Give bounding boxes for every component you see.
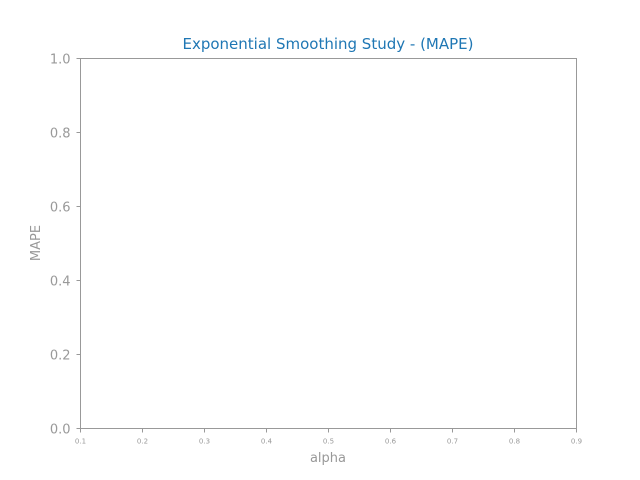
x-tick-label: 0.6 bbox=[385, 438, 397, 446]
x-tick-label: 0.4 bbox=[261, 438, 273, 446]
x-axis-label: alpha bbox=[310, 451, 346, 466]
x-axis: 0.1 0.2 0.3 0.4 0.5 0.6 0.7 0.8 0.9 bbox=[75, 428, 582, 446]
x-tick-label: 0.1 bbox=[75, 438, 86, 446]
y-axis-label: MAPE bbox=[29, 225, 44, 261]
x-tick-label: 0.5 bbox=[323, 438, 334, 446]
y-tick-label: 0.2 bbox=[50, 349, 71, 364]
x-tick-label: 0.3 bbox=[199, 438, 210, 446]
x-tick-label: 0.7 bbox=[447, 438, 458, 446]
y-tick-label: 1.0 bbox=[50, 53, 71, 68]
x-tick-label: 0.2 bbox=[137, 438, 148, 446]
y-tick-label: 0.6 bbox=[50, 201, 71, 216]
chart-title: Exponential Smoothing Study - (MAPE) bbox=[183, 35, 474, 53]
x-tick-label: 0.8 bbox=[509, 438, 520, 446]
y-tick-label: 0.8 bbox=[50, 127, 71, 142]
y-tick-label: 0.0 bbox=[50, 423, 71, 438]
y-tick-label: 0.4 bbox=[50, 275, 71, 290]
y-axis: 0.0 0.2 0.4 0.6 0.8 1.0 bbox=[50, 53, 81, 438]
plot-frame bbox=[80, 58, 577, 429]
x-tick-label: 0.9 bbox=[571, 438, 582, 446]
